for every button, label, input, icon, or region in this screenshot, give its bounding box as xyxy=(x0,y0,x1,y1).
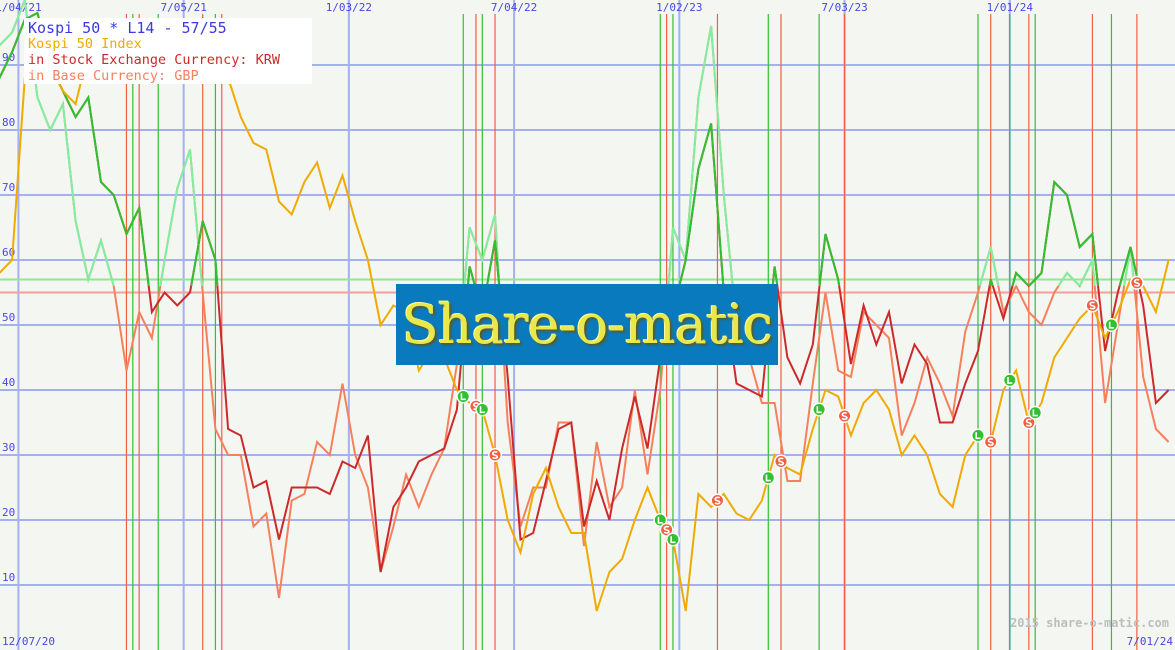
marker-dot xyxy=(667,534,679,545)
signal-marker-S xyxy=(983,435,998,449)
marker-L-icon xyxy=(1108,321,1115,329)
marker-dot xyxy=(654,514,666,526)
legend-item-index: Kospi 50 Index xyxy=(28,36,142,52)
x-label-start: 12/07/20 xyxy=(2,635,55,648)
marker-S-icon xyxy=(987,438,994,447)
marker-S-icon xyxy=(777,457,785,466)
marker-S-icon xyxy=(1133,278,1140,287)
legend-item-krw: in Stock Exchange Currency: KRW xyxy=(28,52,280,68)
marker-L-icon xyxy=(816,406,822,414)
signal-marker-L xyxy=(665,532,680,547)
marker-dot xyxy=(1105,319,1117,331)
marker-S-icon xyxy=(714,496,721,505)
signal-marker-L xyxy=(1028,405,1043,420)
y-tick-label: 10 xyxy=(2,571,15,584)
copyright: 2015 share-o-matic.com xyxy=(1010,616,1169,630)
marker-L-icon xyxy=(975,432,981,440)
y-tick-label: 30 xyxy=(2,441,15,454)
marker-S-icon xyxy=(491,451,499,460)
marker-L-icon xyxy=(765,474,771,482)
series-line-gbp-above-threshold xyxy=(0,0,1136,286)
marker-dot xyxy=(762,472,774,484)
legend: Kospi 50 * L14 - 57/55 Kospi 50 Index in… xyxy=(24,18,312,84)
marker-L-icon xyxy=(670,536,676,544)
x-tick-label: 7/05/21 xyxy=(160,1,206,14)
y-tick-label: 70 xyxy=(2,181,15,194)
signal-marker-S xyxy=(774,454,788,469)
signal-marker-L xyxy=(1002,373,1017,388)
legend-item-gbp: in Base Currency: GBP xyxy=(28,68,199,84)
y-tick-label: 80 xyxy=(2,116,15,129)
signal-marker-S xyxy=(1021,415,1036,430)
y-tick-label: 40 xyxy=(2,376,15,389)
marker-dot xyxy=(813,404,825,415)
signal-marker-L xyxy=(475,402,490,417)
marker-L-icon xyxy=(460,393,466,401)
marker-dot xyxy=(972,430,984,441)
x-tick-label: 1/01/24 xyxy=(987,1,1034,14)
signal-marker-L xyxy=(1104,318,1119,332)
marker-S-icon xyxy=(663,525,670,534)
x-tick-label: 1/03/22 xyxy=(326,1,372,14)
marker-dot xyxy=(476,404,488,415)
marker-L-icon xyxy=(479,406,485,414)
legend-title: Kospi 50 * L14 - 57/55 xyxy=(28,19,227,37)
marker-S-icon xyxy=(1025,418,1032,427)
signal-marker-L xyxy=(761,470,776,485)
marker-dot xyxy=(457,391,469,402)
marker-S-icon xyxy=(1089,301,1096,310)
marker-dot xyxy=(1004,374,1016,386)
marker-S-icon xyxy=(841,412,848,421)
marker-dot xyxy=(1029,407,1041,419)
series-line-krw-above-threshold xyxy=(0,11,1140,286)
signal-marker-S xyxy=(1129,275,1144,290)
x-tick-label: 7/03/23 xyxy=(821,1,867,14)
x-label-end: 7/01/24 xyxy=(1126,635,1173,648)
signal-marker-S xyxy=(1085,298,1100,313)
y-tick-label: 20 xyxy=(2,506,15,519)
logo-text: Share-o-matic xyxy=(401,293,773,356)
y-tick-label: 50 xyxy=(2,311,15,324)
share-o-matic-logo: Share-o-matic xyxy=(396,284,778,365)
x-tick-label: 1/02/23 xyxy=(656,1,702,14)
signal-marker-L xyxy=(971,428,985,443)
marker-L-icon xyxy=(1007,377,1013,384)
x-tick-label: 7/04/22 xyxy=(491,1,537,14)
signal-marker-S xyxy=(710,493,725,508)
signal-marker-S xyxy=(659,522,674,537)
signal-marker-S xyxy=(488,448,503,462)
signal-marker-L xyxy=(812,402,827,417)
marker-L-icon xyxy=(657,516,663,524)
signal-marker-S xyxy=(837,409,852,423)
signal-marker-L xyxy=(456,389,471,404)
marker-L-icon xyxy=(1032,409,1038,417)
